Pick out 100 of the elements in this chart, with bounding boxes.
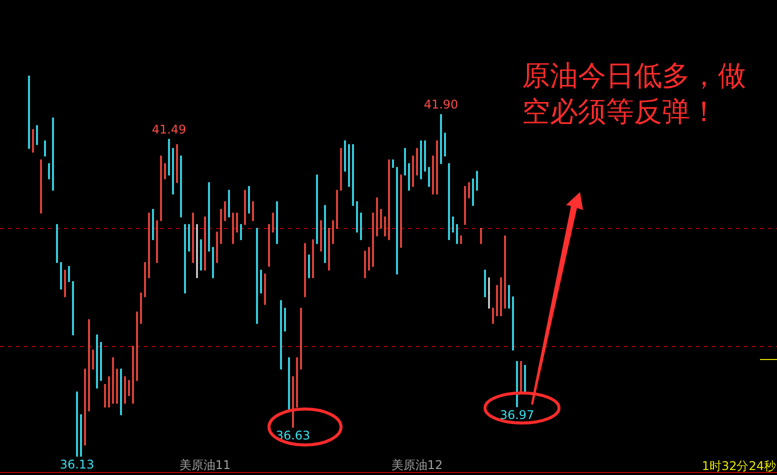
candlestick <box>248 186 250 214</box>
annotation: 36.13 <box>60 458 94 472</box>
candlestick <box>476 170 478 191</box>
candlestick <box>124 376 126 404</box>
candlestick <box>160 156 162 222</box>
candlestick <box>56 224 58 263</box>
candlestick <box>308 254 310 278</box>
candlestick <box>336 190 338 229</box>
candlestick <box>84 368 86 446</box>
candlestick <box>444 132 446 156</box>
candlestick <box>496 285 498 316</box>
candlestick <box>416 148 418 176</box>
candlestick <box>520 361 522 392</box>
candlestick <box>96 334 98 388</box>
candlestick <box>340 148 342 191</box>
candlestick <box>28 76 30 149</box>
candlestick <box>76 392 78 457</box>
candlestick <box>508 285 510 309</box>
x-tick-label: 美原油11 <box>179 458 231 472</box>
candlestick <box>256 228 258 324</box>
candlestick <box>504 236 506 309</box>
candlestick <box>224 201 226 222</box>
candlestick <box>424 140 426 172</box>
candlestick <box>64 270 66 298</box>
candlestick <box>152 208 154 240</box>
candlestick <box>320 220 322 252</box>
candlestick <box>292 376 294 428</box>
candlestick <box>448 163 450 240</box>
candlestick <box>512 296 514 350</box>
candlestick <box>176 144 178 183</box>
annotation: 41.49 <box>152 122 186 136</box>
candlestick <box>172 148 174 194</box>
candlestick <box>344 140 346 172</box>
candlestick <box>244 190 246 225</box>
candlestick <box>108 376 110 408</box>
candlestick <box>376 198 378 236</box>
candlestick <box>364 250 366 278</box>
candlestick <box>180 156 182 218</box>
candlestick <box>332 220 334 244</box>
candlestick <box>116 368 118 404</box>
candlestick <box>388 159 390 240</box>
candlestick <box>136 312 138 381</box>
candlestick <box>200 239 202 270</box>
candlestick <box>232 212 234 244</box>
candlestick <box>44 140 46 156</box>
candlestick <box>240 224 242 240</box>
candlestick <box>268 224 270 267</box>
candlestick <box>356 201 358 232</box>
candlestick <box>524 364 526 392</box>
candlestick <box>420 140 422 180</box>
candlestick <box>212 246 214 278</box>
candlestick <box>204 216 206 270</box>
annotation: 36.97 <box>500 408 534 422</box>
candlestick <box>324 205 326 263</box>
candlestick <box>436 140 438 194</box>
candlestick <box>400 174 402 248</box>
candlestick <box>140 292 142 324</box>
candlestick <box>352 144 354 206</box>
candlestick <box>260 270 262 294</box>
annotation: 41.90 <box>424 98 458 112</box>
candlestick <box>304 243 306 298</box>
candlestick <box>156 220 158 263</box>
candlestick <box>440 114 442 164</box>
candlestick <box>188 224 190 252</box>
annotation: 36.63 <box>276 428 310 442</box>
candlestick <box>428 167 430 187</box>
candlestick <box>216 232 218 263</box>
candlestick <box>32 129 34 153</box>
candlestick <box>368 246 370 270</box>
x-tick-label: 美原油12 <box>391 458 443 472</box>
candlestick <box>484 270 486 298</box>
text: 1时32分24秒 <box>702 458 776 475</box>
candlestick <box>112 357 114 404</box>
candlestick <box>384 216 386 236</box>
candlestick <box>288 357 290 412</box>
candlestick <box>396 167 398 274</box>
candlestick <box>328 228 330 270</box>
candlestick <box>52 118 54 191</box>
candlestick <box>220 208 222 244</box>
candlestick <box>316 174 318 244</box>
candlestick <box>168 138 170 176</box>
candlestick <box>296 357 298 408</box>
candlestick <box>468 182 470 198</box>
candlestick <box>88 319 90 412</box>
candlestick <box>264 274 266 305</box>
candlestick <box>300 308 302 370</box>
candlestick <box>280 300 282 370</box>
annotation: 原油今日低多，做空必须等反弹！ <box>522 58 747 130</box>
candlestick <box>412 156 414 187</box>
candlestick <box>72 281 74 336</box>
candlestick <box>492 308 494 324</box>
candlestick <box>284 308 286 332</box>
candlestick <box>236 212 238 232</box>
candlestick <box>464 186 466 225</box>
candlestick <box>392 159 394 168</box>
candlestick <box>472 178 474 206</box>
candlestick <box>80 414 82 457</box>
candlestick <box>100 342 102 381</box>
candlestick <box>184 224 186 294</box>
candlestick <box>192 212 194 263</box>
